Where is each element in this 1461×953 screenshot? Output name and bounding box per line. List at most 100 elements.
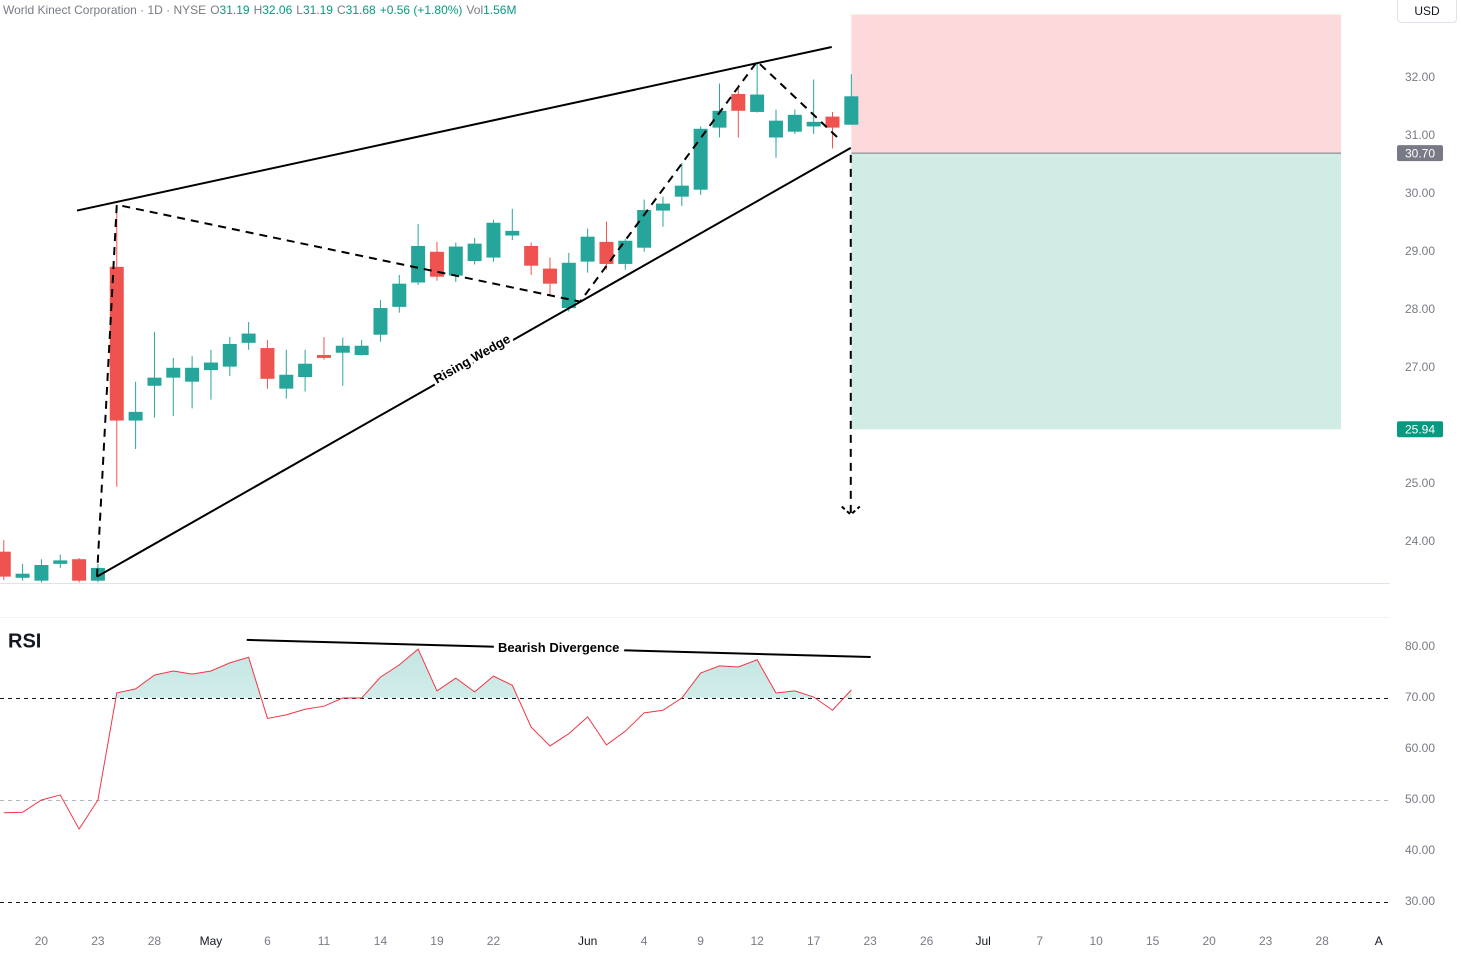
y-tick-label: 70.00 <box>1405 690 1435 704</box>
candle-body <box>542 268 557 284</box>
ohlc-label: C <box>336 3 346 17</box>
x-tick-label: 23 <box>863 934 877 948</box>
ohlc-value: 31.68 <box>345 3 376 17</box>
candle-body <box>147 377 162 386</box>
x-tick-label: 23 <box>1259 934 1273 948</box>
price-label: 25.94 <box>1405 422 1435 436</box>
candle-body <box>185 367 200 382</box>
x-tick-label: 14 <box>374 934 388 948</box>
candle-body <box>203 362 218 371</box>
price-label: 30.70 <box>1405 146 1435 160</box>
ohlc-label: H <box>253 3 263 17</box>
candle-body <box>561 262 576 309</box>
candle-body <box>72 559 87 581</box>
y-tick-label: 25.00 <box>1405 476 1435 490</box>
pattern-label: Rising Wedge <box>431 331 513 386</box>
candle-body <box>825 116 840 128</box>
ohlc-label: L <box>296 3 303 17</box>
candle-body <box>279 374 294 389</box>
y-tick-label: 30.00 <box>1405 186 1435 200</box>
target-zone <box>851 153 1342 430</box>
ohlc-value: 31.19 <box>302 3 333 17</box>
x-tick-label: 26 <box>920 934 934 948</box>
candle-body <box>750 94 765 112</box>
candle-body <box>316 355 331 358</box>
candle-body <box>693 128 708 190</box>
y-tick-label: 32.00 <box>1405 70 1435 84</box>
candle-body <box>109 266 124 421</box>
currency-button[interactable]: USD <box>1397 0 1457 23</box>
rsi-title: RSI <box>8 630 41 652</box>
candle-body <box>505 230 520 236</box>
x-tick-label: 6 <box>264 934 271 948</box>
candle-body <box>411 245 426 283</box>
candle-body <box>787 114 802 132</box>
legend-header: World Kinect Corporation · 1D · NYSE O31.… <box>3 3 520 17</box>
x-tick-label: 9 <box>697 934 704 948</box>
divergence-label: Bearish Divergence <box>498 640 619 655</box>
x-tick-label: 28 <box>148 934 162 948</box>
y-tick-label: 31.00 <box>1405 128 1435 142</box>
symbol-title: World Kinect Corporation · 1D · NYSE <box>3 3 207 17</box>
candle-body <box>844 96 859 125</box>
candle-body <box>486 222 501 258</box>
x-tick-label: 12 <box>750 934 764 948</box>
x-tick-label: 20 <box>1203 934 1217 948</box>
x-tick-label: 19 <box>430 934 444 948</box>
x-tick-label: 28 <box>1316 934 1330 948</box>
candle-body <box>712 110 727 128</box>
x-tick-label: 17 <box>807 934 821 948</box>
candle-body <box>298 363 313 378</box>
candle-body <box>354 345 369 356</box>
candle-body <box>524 245 539 266</box>
x-tick-label: Jun <box>578 934 597 948</box>
x-tick-label: 7 <box>1036 934 1043 948</box>
candle-body <box>373 308 388 335</box>
x-tick-label: 20 <box>35 934 49 948</box>
x-tick-label: A <box>1375 934 1383 948</box>
candle-body <box>0 551 11 577</box>
candle-body <box>53 560 68 564</box>
volume-value: 1.56M <box>483 3 517 17</box>
candle-body <box>674 185 689 197</box>
ohlc-value: 31.19 <box>219 3 250 17</box>
y-tick-label: 40.00 <box>1405 843 1435 857</box>
x-tick-label: Jul <box>975 934 990 948</box>
price-change: +0.56 (+1.80%) <box>379 3 463 17</box>
x-tick-label: 4 <box>641 934 648 948</box>
candle-body <box>806 121 821 127</box>
candle-body <box>580 236 595 262</box>
candle-body <box>655 203 670 211</box>
swing-path <box>96 59 841 577</box>
candle-body <box>392 283 407 307</box>
candle-body <box>429 251 444 277</box>
candle-body <box>335 345 350 353</box>
candle-body <box>15 573 30 578</box>
x-tick-label: May <box>200 934 223 948</box>
y-tick-label: 24.00 <box>1405 534 1435 548</box>
divergence-line <box>246 638 871 659</box>
stop-zone <box>851 14 1342 154</box>
volume-label: Vol <box>466 3 484 17</box>
candle-body <box>222 343 237 367</box>
y-tick-label: 27.00 <box>1405 360 1435 374</box>
candle-body <box>166 367 181 378</box>
candle-body <box>260 348 275 379</box>
candle-body <box>241 333 256 343</box>
x-tick-label: 23 <box>91 934 105 948</box>
ohlc-value: 32.06 <box>262 3 293 17</box>
candle-body <box>128 411 143 421</box>
x-tick-label: 11 <box>318 934 331 948</box>
price-label-bg <box>1397 145 1443 162</box>
candle-body <box>618 240 633 264</box>
trend-line <box>76 46 832 212</box>
overbought-fill <box>3 649 852 699</box>
y-tick-label: 29.00 <box>1405 244 1435 258</box>
candle-body <box>467 243 482 262</box>
y-tick-label: 60.00 <box>1405 741 1435 755</box>
y-tick-label: 80.00 <box>1405 639 1435 653</box>
candle-body <box>731 93 746 111</box>
y-tick-label: 30.00 <box>1405 894 1435 908</box>
rsi-line <box>3 648 852 831</box>
